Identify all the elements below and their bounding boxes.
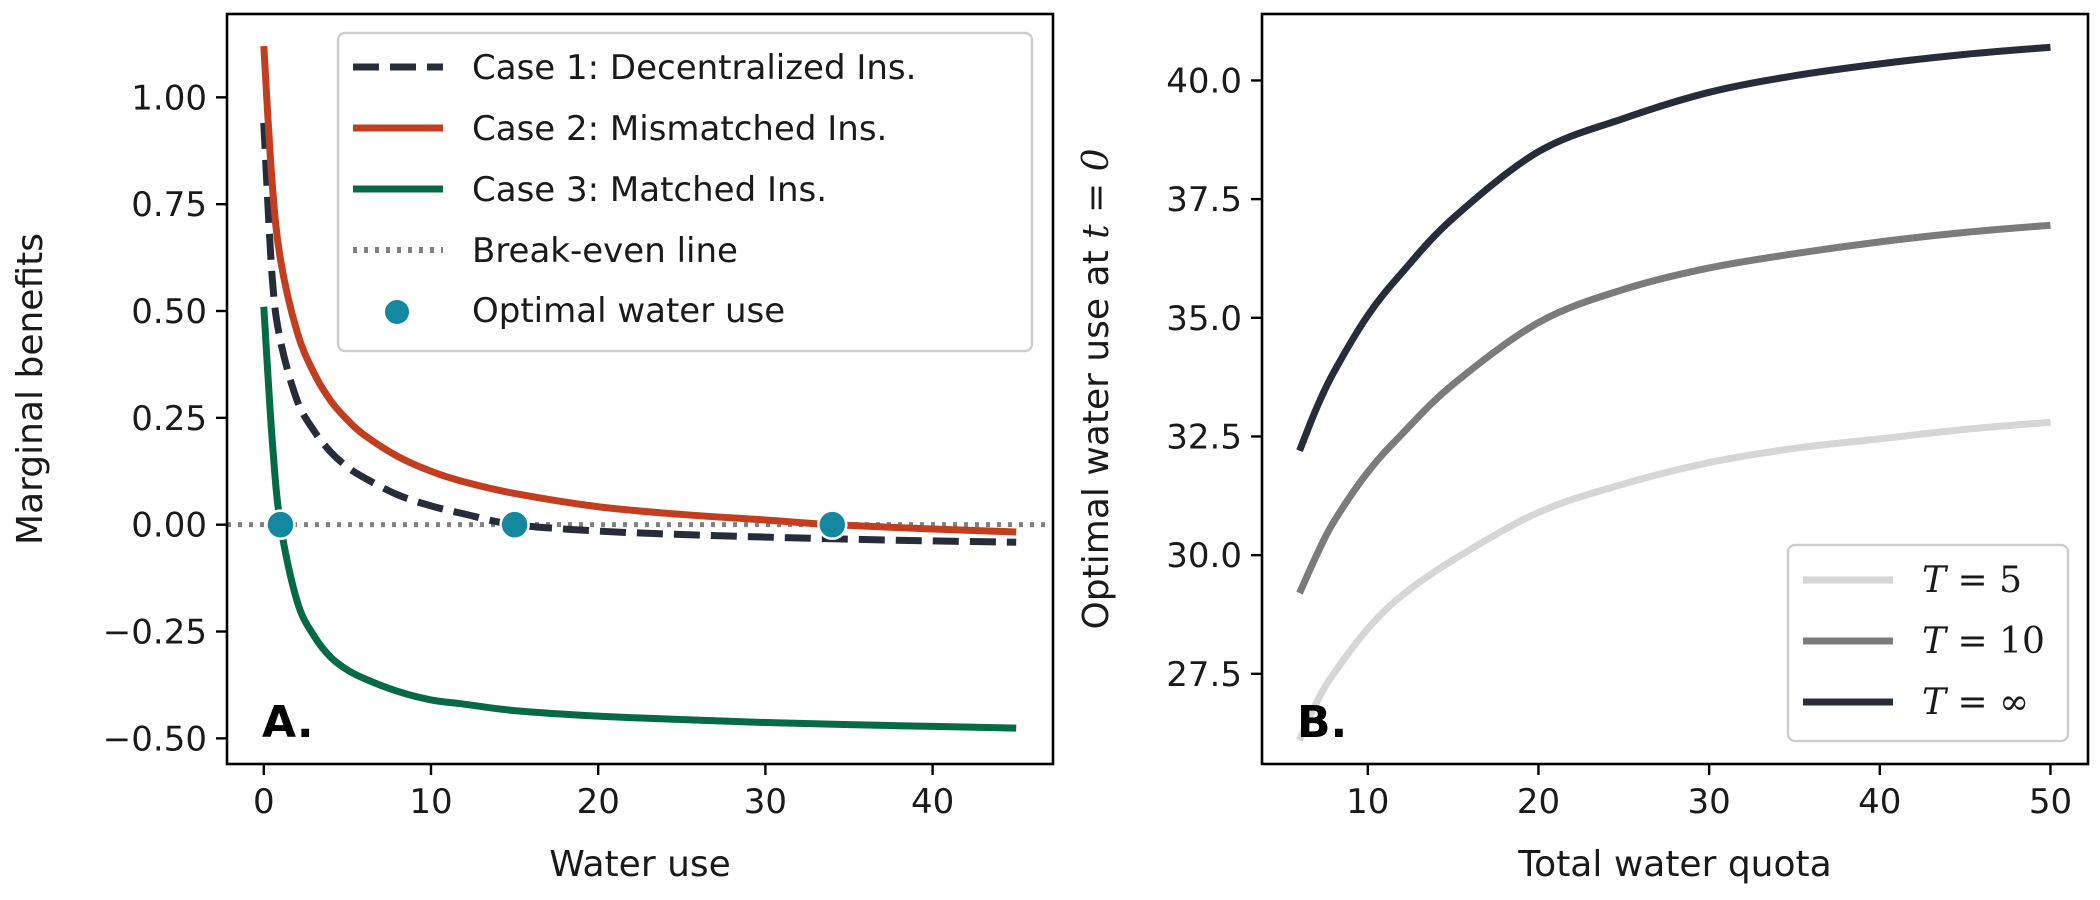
x-tick-label: 40 — [1858, 782, 1901, 822]
x-tick-label: 10 — [1346, 782, 1389, 822]
y-tick-label: 27.5 — [1166, 655, 1242, 695]
series-line — [1296, 221, 2051, 595]
series-line — [260, 306, 1017, 732]
legend-label-t5-eq: = — [1946, 560, 1999, 601]
y-axis-title-b-math: t = 0 — [1076, 148, 1117, 238]
legend-a: Case 1: Decentralized Ins. Case 2: Misma… — [336, 31, 1034, 353]
legend-label-case2: Case 2: Mismatched Ins. — [472, 109, 887, 149]
x-axis-title-a: Water use — [549, 844, 731, 885]
optimal-point-marker — [265, 509, 296, 540]
y-axis-title-b-prefix: Optimal water use at — [1076, 239, 1117, 630]
x-ticks-a: 0 10 20 30 40 — [253, 764, 954, 822]
y-tick-label: −0.50 — [103, 719, 207, 759]
x-ticks-b: 10 20 30 40 50 — [1346, 764, 2072, 822]
optimal-point-marker — [499, 509, 530, 540]
series-line — [260, 122, 1017, 546]
panel-label-a: A. — [262, 697, 314, 748]
y-tick-label: −0.25 — [103, 613, 207, 653]
legend-label-t10-eq: = — [1946, 621, 1999, 662]
x-tick-label: 50 — [2029, 782, 2072, 822]
x-tick-label: 20 — [1517, 782, 1560, 822]
y-tick-label: 0.00 — [131, 506, 207, 546]
x-tick-label: 0 — [253, 782, 275, 822]
legend-box-b — [1786, 543, 2070, 743]
series-line — [1296, 418, 2051, 742]
panel-a: 0 10 20 30 40 1.00 0.75 0.50 0.25 0.00 −0.25 −0.50… — [10, 12, 1055, 885]
series-layer-b — [1296, 43, 2051, 742]
legend-label-t10-value: 10 — [1999, 621, 2045, 662]
legend-label-t10-var: T — [1922, 621, 1949, 662]
panel-b: 10 20 30 40 50 40.0 37.5 35.0 32.5 30.0 27.5 Tota… — [1076, 12, 2090, 885]
legend-box-a — [336, 31, 1034, 353]
legend-b: T = 5 T = 10 T = ∞ — [1786, 543, 2070, 743]
legend-label-t10: T = 10 — [1922, 621, 2045, 662]
legend-label-case3: Case 3: Matched Ins. — [472, 170, 827, 210]
series-line — [260, 45, 1017, 536]
x-tick-label: 20 — [577, 782, 620, 822]
y-axis-title-a: Marginal benefits — [10, 233, 51, 545]
legend-label-break-even: Break-even line — [472, 231, 738, 271]
y-tick-label: 30.0 — [1166, 536, 1242, 576]
y-tick-label: 37.5 — [1166, 180, 1242, 220]
legend-swatch-optimal — [383, 298, 411, 326]
y-ticks-b: 40.0 37.5 35.0 32.5 30.0 27.5 — [1166, 61, 1262, 695]
y-tick-label: 0.25 — [131, 399, 207, 439]
axes-frame-b — [1260, 12, 2090, 766]
x-axis-title-b: Total water quota — [1517, 844, 1831, 885]
x-tick-label: 30 — [744, 782, 787, 822]
y-ticks-a: 1.00 0.75 0.50 0.25 0.00 −0.25 −0.50 — [103, 78, 227, 759]
y-tick-label: 0.50 — [131, 292, 207, 332]
y-tick-label: 0.75 — [131, 185, 207, 225]
panel-label-b: B. — [1297, 697, 1347, 748]
series-line — [1296, 43, 2051, 453]
y-tick-label: 40.0 — [1166, 61, 1242, 101]
legend-label-optimal: Optimal water use — [472, 291, 785, 331]
x-tick-label: 30 — [1687, 782, 1730, 822]
markers-layer-a — [265, 509, 848, 540]
legend-label-case1: Case 1: Decentralized Ins. — [472, 48, 916, 88]
y-tick-label: 35.0 — [1166, 299, 1242, 339]
y-tick-label: 32.5 — [1166, 417, 1242, 457]
optimal-point-marker — [817, 509, 848, 540]
series-layer-a — [227, 45, 1053, 732]
y-axis-title-b: Optimal water use at t = 0 — [1076, 148, 1117, 629]
legend-label-t5-var: T — [1922, 560, 1949, 601]
legend-label-tinf-var: T — [1922, 682, 1949, 723]
x-tick-label: 40 — [911, 782, 954, 822]
y-tick-label: 1.00 — [131, 78, 207, 118]
legend-label-tinf-eq: = — [1946, 682, 1999, 723]
legend-label-t5: T = 5 — [1922, 560, 2022, 601]
axes-frame-a — [225, 12, 1055, 766]
legend-label-t5-value: 5 — [1999, 560, 2022, 601]
x-tick-label: 10 — [409, 782, 452, 822]
legend-label-tinf: T = ∞ — [1922, 682, 2029, 723]
legend-label-tinf-value: ∞ — [1999, 682, 2029, 723]
